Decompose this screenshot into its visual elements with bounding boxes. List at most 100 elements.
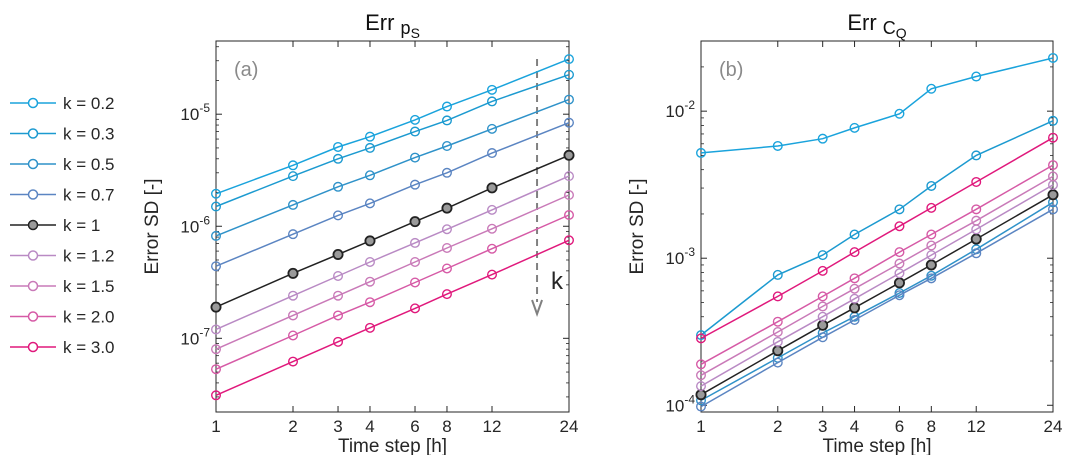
- panel-label: (b): [719, 59, 743, 81]
- data-point: [849, 122, 860, 133]
- x-tick-label: 1: [696, 417, 705, 436]
- data-point: [410, 256, 421, 267]
- legend-swatch-marker: [27, 250, 39, 261]
- data-point: [1047, 171, 1058, 182]
- data-point: [487, 123, 498, 134]
- data-point: [772, 326, 783, 337]
- series-line: [700, 57, 1054, 154]
- data-point: [849, 302, 861, 314]
- panel-label: (a): [234, 59, 258, 81]
- data-point: [971, 176, 982, 187]
- axes-box: [215, 40, 570, 413]
- data-point: [287, 356, 298, 367]
- data-point: [364, 142, 375, 153]
- data-point: [925, 259, 937, 271]
- data-point: [364, 198, 375, 209]
- data-point: [971, 215, 982, 226]
- data-point: [210, 390, 221, 401]
- data-point: [894, 204, 905, 215]
- data-point: [772, 140, 783, 151]
- data-point: [696, 381, 707, 392]
- data-point: [287, 199, 298, 210]
- data-point: [364, 256, 375, 267]
- x-tick-label: 4: [850, 417, 859, 436]
- data-point: [926, 273, 937, 284]
- x-tick-label: 1: [211, 417, 220, 436]
- y-tick-label: 10-2: [665, 98, 695, 121]
- series-line: [215, 239, 570, 396]
- data-point: [926, 250, 937, 261]
- data-point: [696, 401, 707, 412]
- x-tick-label: 12: [483, 417, 502, 436]
- chart-title: Err CQ: [847, 10, 906, 41]
- data-point: [564, 117, 575, 128]
- data-point: [441, 242, 452, 253]
- series-line: [215, 175, 570, 331]
- series-line: [215, 73, 570, 208]
- data-point: [564, 69, 575, 80]
- y-tick-label: 10-7: [180, 325, 210, 348]
- k-arrow-head: [531, 299, 543, 317]
- data-point: [333, 141, 344, 152]
- x-tick-label: 2: [288, 417, 297, 436]
- data-point: [287, 267, 299, 279]
- data-point: [849, 315, 860, 326]
- data-point: [817, 319, 829, 331]
- data-point: [817, 332, 828, 343]
- x-tick-label: 2: [773, 417, 782, 436]
- data-point: [333, 290, 344, 301]
- data-point: [441, 263, 452, 274]
- series-line: [700, 208, 1054, 408]
- x-tick-label: 12: [967, 417, 986, 436]
- data-point: [410, 126, 421, 137]
- data-point: [287, 290, 298, 301]
- data-point: [772, 269, 783, 280]
- series-line: [700, 184, 1054, 387]
- data-point: [1047, 189, 1059, 201]
- series-line: [215, 58, 570, 195]
- data-point: [971, 150, 982, 161]
- data-point: [772, 357, 783, 368]
- legend-swatch-marker: [27, 189, 39, 200]
- data-point: [817, 291, 828, 302]
- data-point: [971, 248, 982, 259]
- data-point: [563, 149, 575, 161]
- series-line: [700, 201, 1054, 402]
- legend-swatch-marker: [27, 219, 39, 231]
- data-point: [894, 268, 905, 279]
- legend-label: k = 0.7: [63, 186, 115, 205]
- x-tick-label: 8: [442, 417, 451, 436]
- legend-swatch-marker: [27, 311, 39, 322]
- data-point: [410, 152, 421, 163]
- data-point: [696, 333, 707, 344]
- data-point: [441, 202, 453, 214]
- legend-swatch-marker: [27, 158, 39, 170]
- y-tick-label: 10-6: [180, 213, 210, 236]
- data-point: [441, 141, 452, 152]
- data-point: [926, 180, 937, 191]
- y-axis-label: Error SD [-]: [142, 178, 163, 274]
- legend-label: k = 3.0: [63, 338, 115, 357]
- data-point: [926, 229, 937, 240]
- chart-title: Err pS: [365, 10, 420, 41]
- data-point: [410, 303, 421, 314]
- data-point: [332, 248, 344, 260]
- data-point: [441, 115, 452, 126]
- data-point: [894, 247, 905, 258]
- data-point: [894, 108, 905, 119]
- data-point: [772, 345, 784, 357]
- data-point: [817, 133, 828, 144]
- series-line: [700, 120, 1054, 336]
- data-point: [772, 316, 783, 327]
- data-point: [441, 224, 452, 235]
- data-point: [1047, 160, 1058, 171]
- data-point: [894, 290, 905, 301]
- data-point: [364, 297, 375, 308]
- data-point: [1047, 132, 1058, 143]
- data-point: [364, 170, 375, 181]
- data-point: [364, 276, 375, 287]
- data-point: [210, 324, 221, 335]
